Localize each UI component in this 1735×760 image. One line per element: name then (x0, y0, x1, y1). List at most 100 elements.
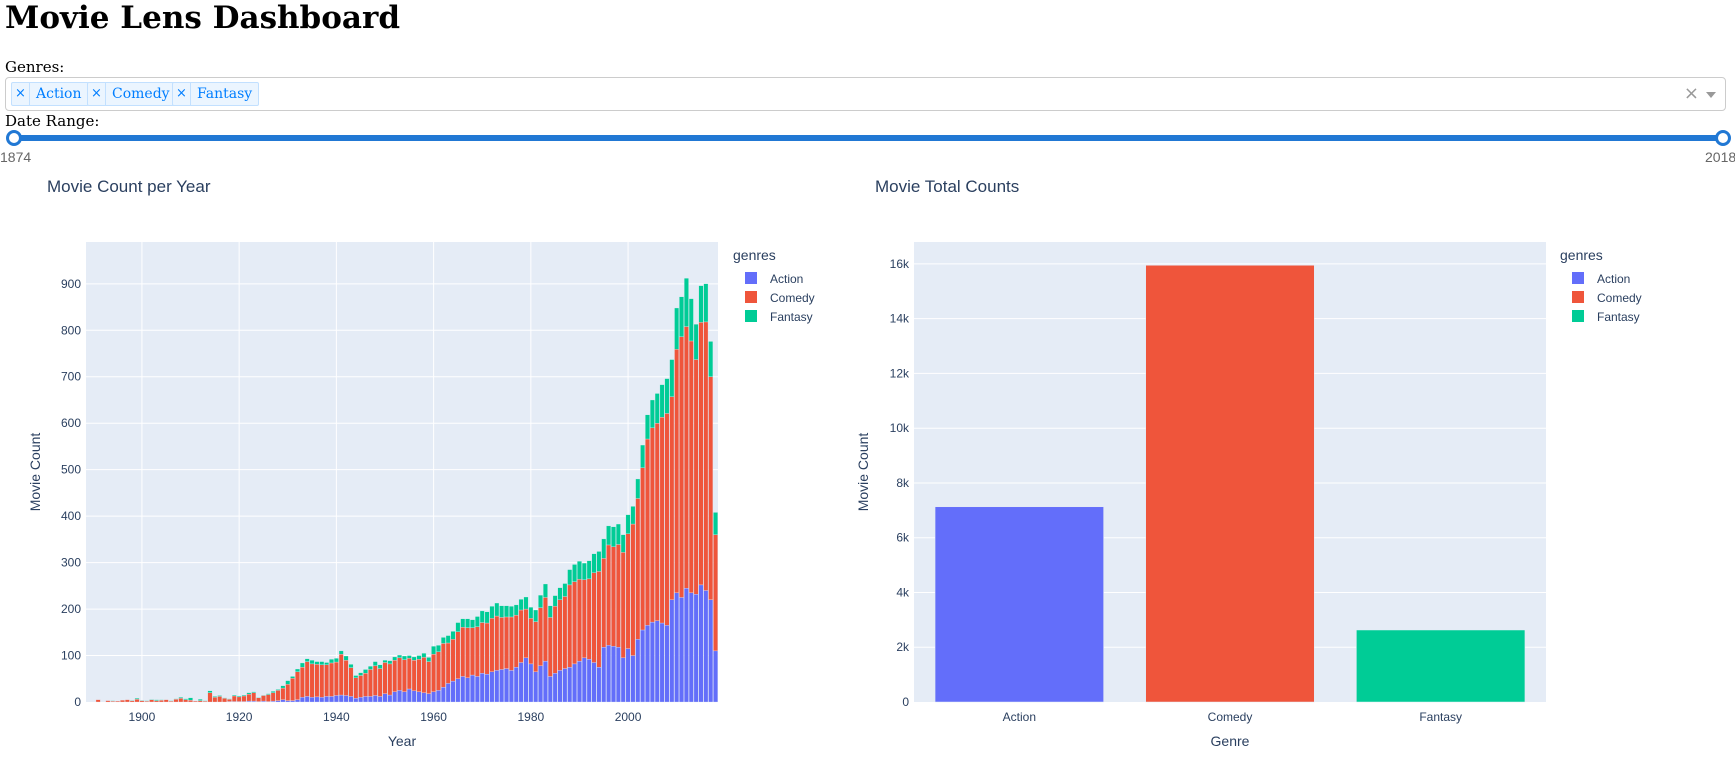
bar-action (411, 690, 417, 703)
bar-fantasy (489, 606, 495, 619)
bar-fantasy (348, 664, 354, 668)
bar-comedy (606, 544, 611, 646)
bar-comedy (635, 498, 641, 640)
bar-action (499, 669, 504, 703)
genre-tag-label: Action (36, 86, 82, 102)
bar-fantasy (382, 660, 388, 663)
y-tick-label: 600 (61, 416, 81, 430)
movie-total-counts-chart[interactable]: Movie Total Counts 0 2k 4k 6k 8k 10k 12k 14k 16k A… (845, 180, 1735, 760)
bar-action (314, 696, 320, 703)
bar-comedy (295, 671, 300, 700)
movie-count-per-year-chart[interactable]: Movie Count per Year 0 100 200 300 400 500 600 7… (0, 180, 860, 760)
bar-fantasy (664, 378, 670, 414)
bar-action (368, 696, 373, 703)
legend-label-action: Action (1597, 272, 1630, 286)
bar-comedy (188, 699, 193, 703)
bar-fantasy (547, 605, 553, 618)
bar-comedy (620, 552, 626, 659)
bar-action (625, 648, 631, 703)
bar-comedy (397, 657, 402, 691)
bar-comedy (285, 684, 291, 701)
bar-fantasy (372, 661, 378, 666)
bar-fantasy (513, 604, 519, 616)
bar-comedy (124, 699, 130, 703)
bar-action (436, 690, 441, 703)
bar-comedy (280, 687, 286, 700)
bar-fantasy (659, 384, 665, 418)
bar-action (275, 700, 281, 703)
bar-comedy (562, 596, 568, 669)
chevron-down-icon[interactable] (1706, 92, 1716, 98)
bar-action (664, 625, 670, 703)
bar-fantasy (698, 285, 704, 323)
bar-action (479, 673, 485, 703)
date-range-slider-track[interactable] (13, 135, 1722, 141)
bar-comedy (406, 658, 412, 690)
y-tick-label: 8k (896, 476, 910, 490)
bar-comedy (523, 608, 529, 659)
bar-fantasy (523, 596, 529, 610)
remove-comedy-icon[interactable]: × (88, 83, 106, 105)
date-range-end-handle[interactable] (1715, 130, 1731, 146)
bar-fantasy (504, 605, 509, 618)
bar-comedy (645, 438, 650, 626)
bar-comedy (178, 698, 184, 703)
bar-action (606, 645, 611, 703)
bar-fantasy (494, 602, 500, 617)
bar-fantasy (285, 680, 291, 685)
bar-fantasy (581, 562, 587, 580)
bar-comedy (591, 572, 597, 663)
y-tick-label: 100 (61, 649, 81, 663)
bar-fantasy (645, 414, 650, 440)
bar-fantasy (630, 506, 636, 525)
bar-action (528, 663, 534, 703)
genres-dropdown[interactable]: × Action × Comedy × Fantasy × (5, 77, 1726, 111)
bar-action (543, 660, 548, 703)
bar-comedy (197, 700, 203, 703)
bar-fantasy (562, 583, 568, 597)
bar-action (581, 657, 587, 703)
bar-action (484, 673, 490, 703)
bar-comedy (275, 690, 281, 701)
bar-comedy (227, 699, 232, 702)
y-axis-label: Movie Count (855, 433, 871, 512)
bar-comedy (314, 664, 320, 698)
bar-fantasy (353, 675, 359, 678)
bar-comedy (664, 413, 670, 626)
bar-fantasy (183, 698, 188, 700)
bar-action (382, 693, 388, 703)
remove-fantasy-icon[interactable]: × (173, 83, 191, 105)
bar-comedy (265, 694, 271, 702)
genre-tag-label: Comedy (112, 86, 170, 102)
bar-comedy (377, 668, 383, 697)
y-tick-label: 0 (74, 695, 81, 709)
bar-comedy (372, 665, 378, 696)
legend-swatch-fantasy (745, 310, 757, 322)
bar-comedy (708, 376, 714, 600)
remove-action-icon[interactable]: × (12, 83, 30, 105)
bar-action (708, 599, 714, 703)
legend-label-fantasy: Fantasy (770, 310, 813, 324)
bar-fantasy (460, 618, 466, 628)
bar-comedy (713, 534, 718, 652)
bar-action (620, 657, 626, 703)
bar-action (392, 691, 398, 703)
legend-label-action: Action (770, 272, 803, 286)
bar-fantasy (188, 697, 193, 701)
bar-action (601, 647, 607, 703)
chart-title: Movie Total Counts (875, 180, 1019, 196)
bar-comedy (688, 340, 694, 593)
bar-action (397, 690, 402, 703)
bar-action (445, 683, 451, 703)
bar-fantasy (197, 699, 203, 701)
bar-comedy (547, 617, 553, 677)
bar-comedy (304, 661, 310, 697)
legend-swatch-action (745, 272, 757, 284)
clear-all-icon[interactable]: × (1683, 83, 1699, 104)
bar-fantasy (586, 560, 592, 580)
bar-action (426, 693, 432, 703)
bar-fantasy (440, 637, 446, 644)
date-range-start-handle[interactable] (6, 130, 22, 146)
chart-title: Movie Count per Year (47, 180, 211, 196)
bar-comedy (669, 396, 675, 600)
